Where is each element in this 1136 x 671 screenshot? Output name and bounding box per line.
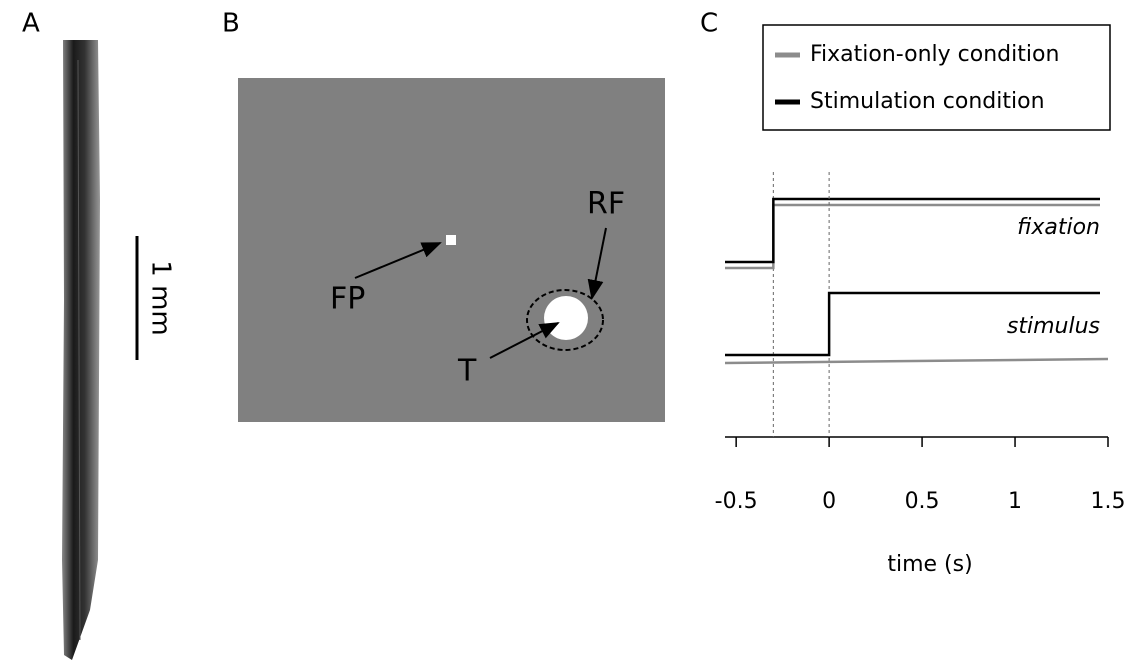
timing-chart: -0.5 0 0.5 1 1.5 time (s) Fixation-only condit…	[715, 42, 1126, 577]
rf-label: RF	[587, 187, 625, 222]
receptive-field	[526, 289, 604, 351]
x-tick-label: 1.5	[1091, 489, 1126, 514]
probe-shading	[77, 59, 81, 641]
panel-label: A	[22, 9, 40, 39]
arrow	[489, 322, 560, 359]
legend	[762, 24, 1111, 131]
panel-label: C	[700, 9, 718, 39]
legend-label: Fixation-only condition	[810, 42, 1059, 67]
x-tick-label: 1	[1008, 489, 1022, 514]
panel-label: B	[222, 9, 240, 39]
trace	[725, 291, 1100, 357]
screen	[238, 78, 665, 422]
fixation-point	[446, 235, 456, 245]
fp-label: FP	[330, 282, 365, 317]
trace	[724, 357, 1109, 365]
trace-label: fixation	[1017, 215, 1100, 240]
target	[544, 296, 588, 340]
x-tick-label: 0	[822, 489, 836, 514]
arrow	[587, 227, 607, 300]
x-axis-label: time (s)	[887, 552, 972, 577]
trace	[725, 197, 1100, 264]
x-tick-label: -0.5	[715, 489, 758, 514]
x-tick-label: 0.5	[905, 489, 940, 514]
trace-label: stimulus	[1007, 314, 1100, 339]
legend-label: Stimulation condition	[810, 89, 1045, 114]
scale-bar-label: 1 mm	[146, 260, 176, 335]
arrow	[354, 242, 442, 279]
t-label: T	[457, 354, 477, 389]
probe-image	[62, 40, 100, 660]
